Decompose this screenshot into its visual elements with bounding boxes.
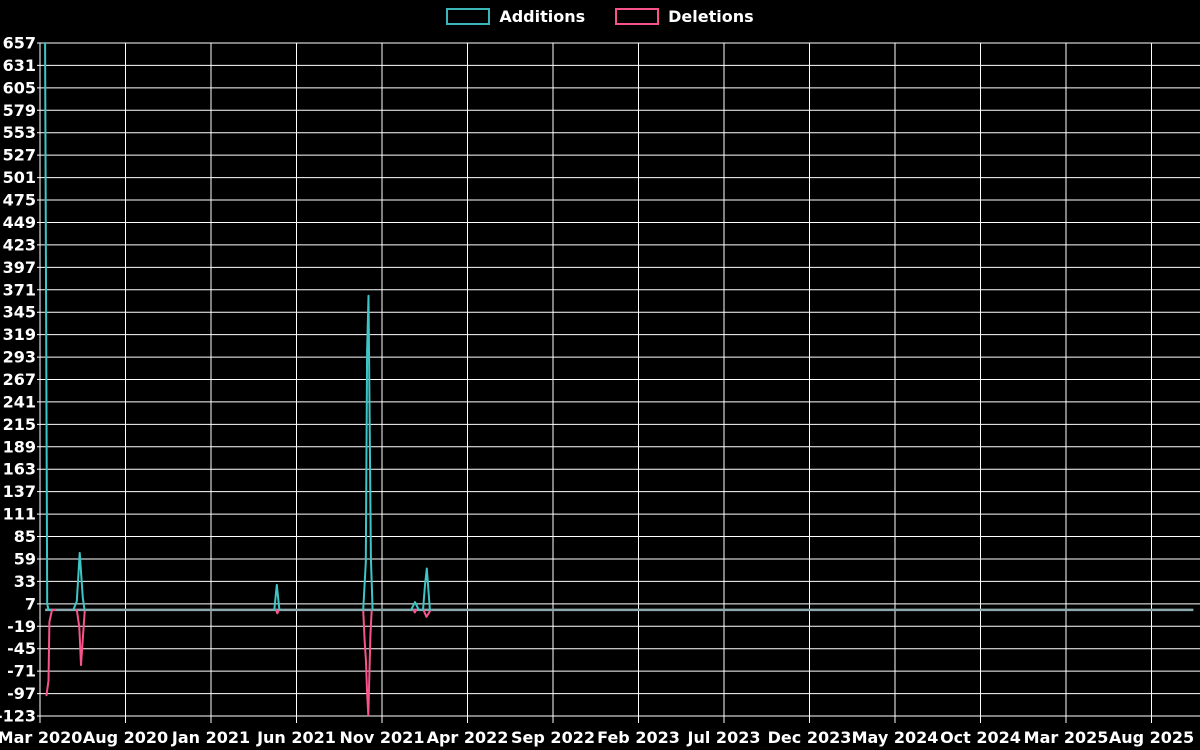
y-tick-label: 605 xyxy=(3,78,36,97)
y-tick-label: 163 xyxy=(3,460,36,479)
x-tick-label: Mar 2020 xyxy=(0,728,82,747)
x-tick-label: Aug 2020 xyxy=(83,728,168,747)
y-tick-label: 423 xyxy=(3,235,36,254)
y-tick-label: 111 xyxy=(3,505,36,524)
y-tick-label: 397 xyxy=(3,258,36,277)
x-grid: Mar 2020 Aug 2020 Jan 2021 Jun 2021 Nov 2021… xyxy=(0,43,1194,747)
y-tick-label: 7 xyxy=(25,594,36,613)
y-tick-label: 579 xyxy=(3,101,36,120)
deletions-line xyxy=(45,608,432,717)
y-tick-label: 293 xyxy=(3,348,36,367)
y-tick-label: 319 xyxy=(3,325,36,344)
y-tick-label: -19 xyxy=(7,617,36,636)
x-tick-label: Sep 2022 xyxy=(511,728,595,747)
x-tick-label: Mar 2025 xyxy=(1024,728,1109,747)
deletions-swatch xyxy=(615,8,660,25)
y-tick-label: 137 xyxy=(3,482,36,501)
additions-swatch xyxy=(446,8,491,25)
y-tick-label: 371 xyxy=(3,280,36,299)
x-tick-label: Oct 2024 xyxy=(940,728,1021,747)
legend-item-deletions[interactable]: Deletions xyxy=(615,7,754,26)
additions-line xyxy=(44,42,431,611)
y-tick-label: 215 xyxy=(3,415,36,434)
x-tick-label: Dec 2023 xyxy=(768,728,852,747)
legend-label-additions: Additions xyxy=(499,7,586,26)
y-tick-label: 657 xyxy=(3,34,36,53)
y-tick-label: 501 xyxy=(3,168,36,187)
x-tick-label: Jan 2021 xyxy=(171,728,250,747)
legend-label-deletions: Deletions xyxy=(668,7,754,26)
y-tick-label: 85 xyxy=(14,527,36,546)
x-tick-label: May 2024 xyxy=(852,728,939,747)
y-tick-label: -45 xyxy=(7,639,36,658)
x-tick-label: Apr 2022 xyxy=(427,728,509,747)
x-tick-label: Nov 2021 xyxy=(340,728,425,747)
y-tick-label: -71 xyxy=(7,662,36,681)
x-tick-label: Aug 2025 xyxy=(1109,728,1194,747)
chart-legend: Additions Deletions xyxy=(0,7,1200,26)
y-tick-label: 267 xyxy=(3,370,36,389)
y-tick-label: 475 xyxy=(3,191,36,210)
y-tick-label: 553 xyxy=(3,123,36,142)
y-tick-label: 189 xyxy=(3,437,36,456)
y-tick-label: 33 xyxy=(14,572,36,591)
y-tick-label: 631 xyxy=(3,56,36,75)
y-tick-label: 241 xyxy=(3,392,36,411)
y-tick-label: -123 xyxy=(0,707,36,726)
x-tick-label: Jul 2023 xyxy=(687,728,761,747)
y-tick-label: 449 xyxy=(3,213,36,232)
x-tick-label: Feb 2023 xyxy=(597,728,680,747)
y-grid: 657 631 605 579 553 527 501 475 449 423 397 371 345 3… xyxy=(0,34,1200,726)
y-tick-label: -97 xyxy=(7,684,36,703)
y-tick-label: 59 xyxy=(14,549,36,568)
y-tick-label: 527 xyxy=(3,146,36,165)
legend-item-additions[interactable]: Additions xyxy=(446,7,585,26)
y-tick-label: 345 xyxy=(3,303,36,322)
x-tick-label: Jun 2021 xyxy=(256,728,336,747)
